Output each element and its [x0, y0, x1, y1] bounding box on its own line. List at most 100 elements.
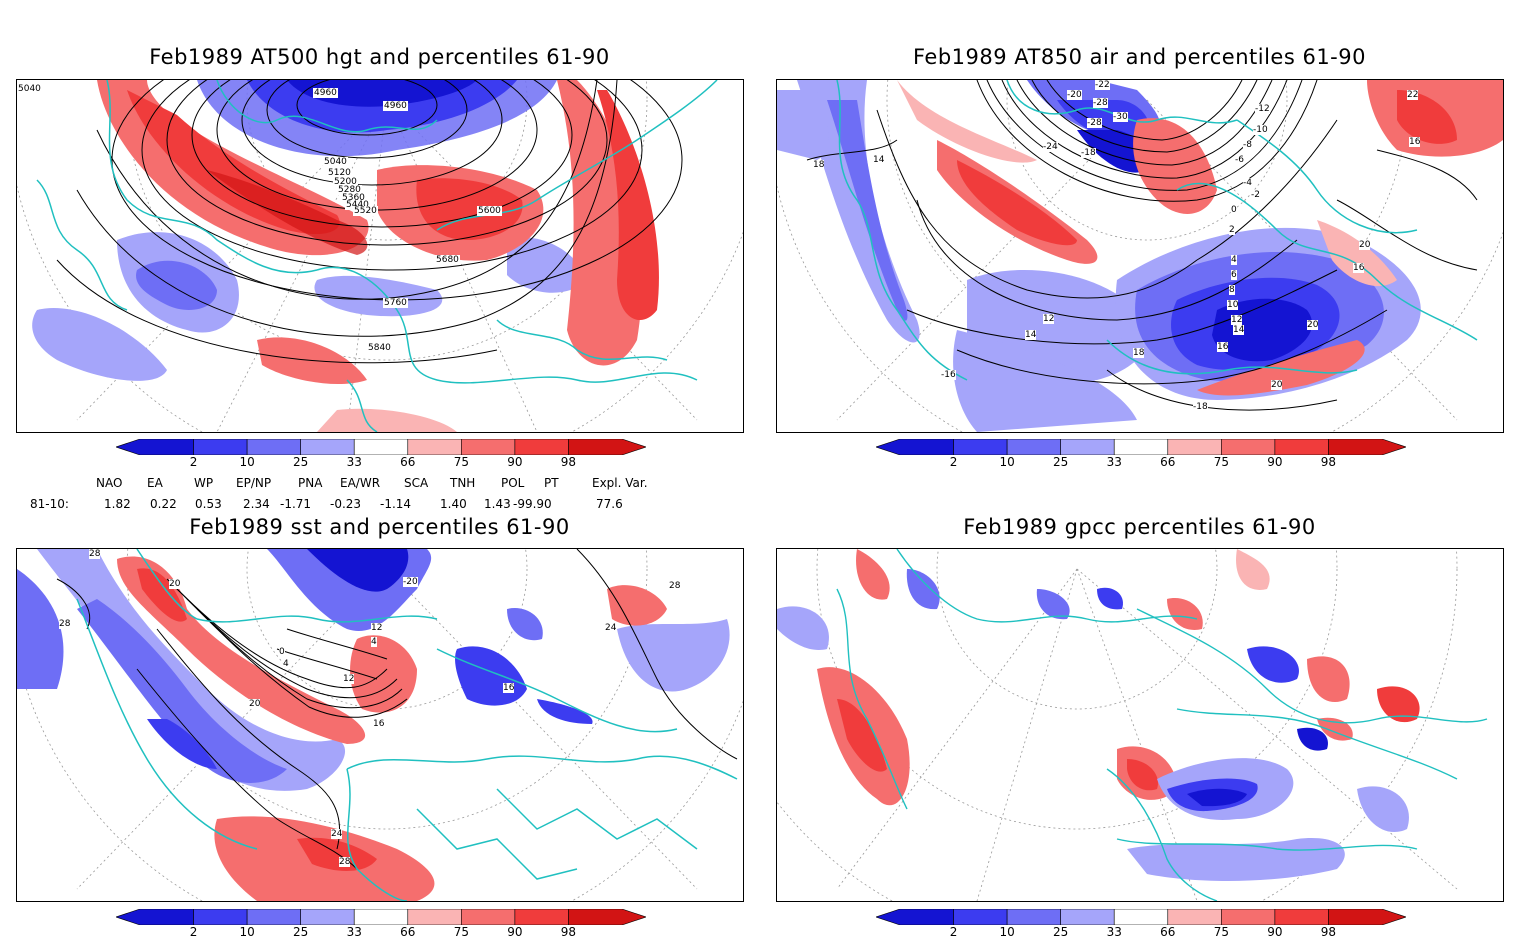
contour-label-tl: 5760	[383, 298, 408, 308]
index-value: 0.22	[150, 497, 177, 511]
contour-label-tr: 2	[1229, 225, 1235, 235]
colorbar-bin	[953, 908, 1008, 926]
contour-label-tr: -6	[1235, 155, 1244, 165]
colorbar-label: 75	[1213, 925, 1229, 939]
index-value: 0.53	[195, 497, 222, 511]
contour-label-tr: 20	[1307, 320, 1319, 330]
contour-label-bl: 12	[371, 623, 383, 633]
colorbar-label: 98	[560, 925, 577, 939]
contour-label-tr: 14	[873, 155, 885, 165]
index-value: 2.34	[243, 497, 270, 511]
colorbar-bin	[875, 908, 954, 926]
colorbar-label: 75	[453, 455, 469, 469]
contour-label-tl: 4960	[313, 88, 338, 98]
contour-label-tr: 14	[1233, 325, 1245, 335]
contour-label-tr: -28	[1087, 118, 1102, 128]
contour-label-tr: 0	[1231, 205, 1237, 215]
contour-label-tr: -18	[1081, 148, 1096, 158]
contour-label-tr: -18	[1193, 402, 1208, 412]
contour-label-tr: 6	[1231, 270, 1237, 280]
contour-label-tr: -8	[1243, 140, 1252, 150]
contour-label-tr: -28	[1093, 98, 1108, 108]
contour-label-tr: 22	[1407, 90, 1419, 100]
colorbar-label: 33	[346, 925, 362, 939]
colorbar-bin	[407, 438, 462, 456]
contour-label-tr: 8	[1229, 285, 1235, 295]
index-header: PT	[544, 476, 559, 490]
contour-label-tr: -30	[1113, 112, 1128, 122]
contour-label-bl: 28	[59, 619, 71, 629]
colorbar-bin	[1113, 908, 1169, 926]
colorbar-bin	[514, 908, 569, 926]
contour-label-tr: -2	[1251, 190, 1260, 200]
colorbar-bin	[1113, 438, 1169, 456]
colorbar-bin	[1274, 908, 1329, 926]
contour-label-tl: 5040	[323, 157, 348, 167]
colorbar-bin	[193, 908, 248, 926]
contour-label-tr: -22	[1095, 80, 1110, 90]
contour-label-tl: 5040	[17, 84, 42, 94]
colorbar-label: 10	[239, 925, 255, 939]
colorbar-bin	[1221, 908, 1276, 926]
colorbar-label: 66	[400, 455, 416, 469]
contour-label-tr: 20	[1271, 380, 1283, 390]
colorbar-bin	[1328, 438, 1407, 456]
colorbar-bin	[115, 908, 194, 926]
contour-label-tr: 16	[1217, 342, 1229, 352]
contour-label-bl: 28	[669, 581, 681, 591]
colorbar-label: 25	[293, 925, 309, 939]
map-hgt500: 4960 4960 5040 5120 5200 5280 5360 5440 …	[16, 79, 744, 433]
colorbar-bin	[568, 438, 647, 456]
index-value: 1.82	[104, 497, 131, 511]
contour-label-bl: 24	[331, 829, 343, 839]
colorbar-label: 75	[1213, 455, 1229, 469]
index-header: EA	[147, 476, 163, 490]
colorbar-label: 10	[999, 925, 1015, 939]
colorbar-bin	[246, 908, 301, 926]
colorbar-label: 66	[1160, 925, 1176, 939]
contour-label-tl: 5360	[341, 193, 366, 203]
map-air850: -22 -20 -28 -28 -30 -24 -18 -12 -10 -8 -…	[776, 79, 1504, 433]
colorbar-top-left: 2 10 25 33 66 75 90 98	[115, 438, 647, 471]
colorbar-bin	[115, 438, 194, 456]
colorbar-label: 2	[949, 925, 958, 939]
colorbar-label: 10	[239, 455, 255, 469]
index-value: 1.40	[440, 497, 467, 511]
index-value: -1.71	[280, 497, 312, 511]
contour-label-bl: 12	[343, 674, 355, 684]
colorbar-swatches	[115, 438, 647, 456]
colorbar-bottom-left: 2 10 25 33 66 75 90 98	[115, 908, 647, 941]
contour-label-tl: 5280	[337, 185, 362, 195]
contour-label-tr: 18	[813, 160, 825, 170]
colorbar-bin	[875, 438, 954, 456]
contour-label-bl: 28	[89, 549, 101, 559]
contour-label-tl: 5840	[367, 343, 392, 353]
colorbar-label: 98	[1320, 925, 1337, 939]
contour-label-tl: 5120	[327, 168, 352, 178]
index-header: PNA	[298, 476, 323, 490]
colorbar-bin	[1221, 438, 1276, 456]
contour-label-tl: 5440	[345, 200, 370, 210]
contour-label-tr: 10	[1227, 300, 1239, 310]
contour-label-tr: -16	[941, 370, 956, 380]
panel-title-hgt500: Feb1989 AT500 hgt and percentiles 61-90	[149, 45, 610, 69]
panel-title-sst: Feb1989 sst and percentiles 61-90	[189, 515, 570, 539]
index-value: 1.43	[484, 497, 511, 511]
index-header: EP/NP	[236, 476, 272, 490]
colorbar-bin	[1167, 908, 1222, 926]
contour-label-tr: -24	[1043, 142, 1058, 152]
colorbar-bin	[353, 908, 409, 926]
colorbar-label: 33	[1106, 455, 1122, 469]
colorbar-label: 2	[189, 925, 198, 939]
colorbar-bin	[1328, 908, 1407, 926]
index-header: NAO	[96, 476, 123, 490]
colorbar-swatches	[875, 908, 1407, 926]
contour-label-bl: 20	[169, 579, 181, 589]
contour-label-bl: 16	[503, 683, 515, 693]
contour-label-tr: 12	[1231, 315, 1243, 325]
colorbar-bin	[1167, 438, 1222, 456]
contour-label-bl: -20	[403, 577, 418, 587]
colorbar-label: 66	[400, 925, 416, 939]
contour-label-bl: 4	[283, 659, 289, 669]
panel-title-air850: Feb1989 AT850 air and percentiles 61-90	[913, 45, 1366, 69]
